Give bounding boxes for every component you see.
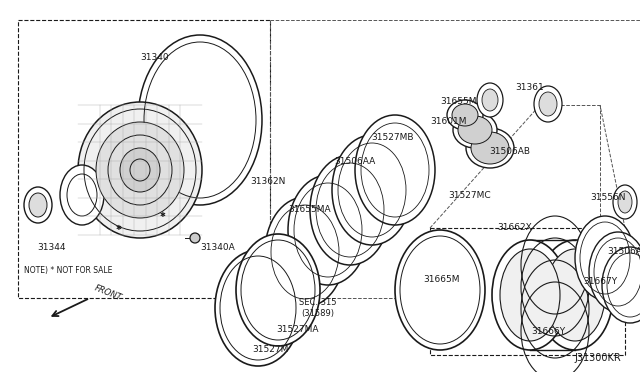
Text: 31527MC: 31527MC xyxy=(449,192,492,201)
Ellipse shape xyxy=(96,122,184,218)
Ellipse shape xyxy=(355,115,435,225)
Ellipse shape xyxy=(482,89,498,111)
Ellipse shape xyxy=(452,104,478,126)
Text: 31655MA: 31655MA xyxy=(289,205,332,215)
Ellipse shape xyxy=(602,247,640,323)
Text: SEC. 315
(31589): SEC. 315 (31589) xyxy=(300,298,337,318)
Ellipse shape xyxy=(500,249,560,341)
Ellipse shape xyxy=(447,100,483,130)
Text: 31506AA: 31506AA xyxy=(334,157,376,167)
Ellipse shape xyxy=(618,191,632,213)
Ellipse shape xyxy=(575,216,635,300)
Text: 31344: 31344 xyxy=(38,244,67,253)
Ellipse shape xyxy=(492,240,568,350)
Ellipse shape xyxy=(539,92,557,116)
Text: 31340A: 31340A xyxy=(200,244,236,253)
Ellipse shape xyxy=(395,230,485,350)
Text: 31527MB: 31527MB xyxy=(372,134,414,142)
Ellipse shape xyxy=(613,185,637,219)
Ellipse shape xyxy=(24,187,52,223)
Text: 31340: 31340 xyxy=(141,54,170,62)
Ellipse shape xyxy=(545,249,605,341)
Text: FRONT: FRONT xyxy=(93,283,123,302)
Ellipse shape xyxy=(120,148,160,192)
Ellipse shape xyxy=(477,83,503,117)
Ellipse shape xyxy=(265,197,345,307)
Ellipse shape xyxy=(60,165,104,225)
Text: 31527M: 31527M xyxy=(252,346,288,355)
Ellipse shape xyxy=(138,35,262,205)
Text: 31506A: 31506A xyxy=(607,247,640,257)
Ellipse shape xyxy=(215,250,301,366)
Text: 31601M: 31601M xyxy=(431,118,467,126)
Bar xyxy=(430,228,625,355)
Text: 31506AB: 31506AB xyxy=(490,148,531,157)
Text: 31556N: 31556N xyxy=(590,193,626,202)
Text: 31667Y: 31667Y xyxy=(583,278,617,286)
Text: 31655M: 31655M xyxy=(441,97,477,106)
Ellipse shape xyxy=(453,112,497,148)
Ellipse shape xyxy=(534,86,562,122)
Text: NOTE) * NOT FOR SALE: NOTE) * NOT FOR SALE xyxy=(24,266,112,275)
Text: 31361: 31361 xyxy=(516,83,545,93)
Text: 31665M: 31665M xyxy=(424,276,460,285)
Ellipse shape xyxy=(458,116,492,144)
Ellipse shape xyxy=(78,102,202,238)
Bar xyxy=(18,20,270,298)
Text: ✱: ✱ xyxy=(115,225,121,231)
Text: J31300KR: J31300KR xyxy=(575,353,621,363)
Text: 31362N: 31362N xyxy=(250,177,285,186)
Ellipse shape xyxy=(190,233,200,243)
Ellipse shape xyxy=(29,193,47,217)
Text: 31527MA: 31527MA xyxy=(276,326,319,334)
Ellipse shape xyxy=(236,234,320,346)
Ellipse shape xyxy=(288,175,368,285)
Ellipse shape xyxy=(471,132,509,164)
Ellipse shape xyxy=(537,240,613,350)
Ellipse shape xyxy=(332,135,412,245)
Ellipse shape xyxy=(589,232,640,312)
Text: 31662X: 31662X xyxy=(498,224,532,232)
Text: 31666Y: 31666Y xyxy=(531,327,565,337)
Ellipse shape xyxy=(466,128,514,168)
Ellipse shape xyxy=(310,155,390,265)
Text: ✱: ✱ xyxy=(159,212,165,218)
